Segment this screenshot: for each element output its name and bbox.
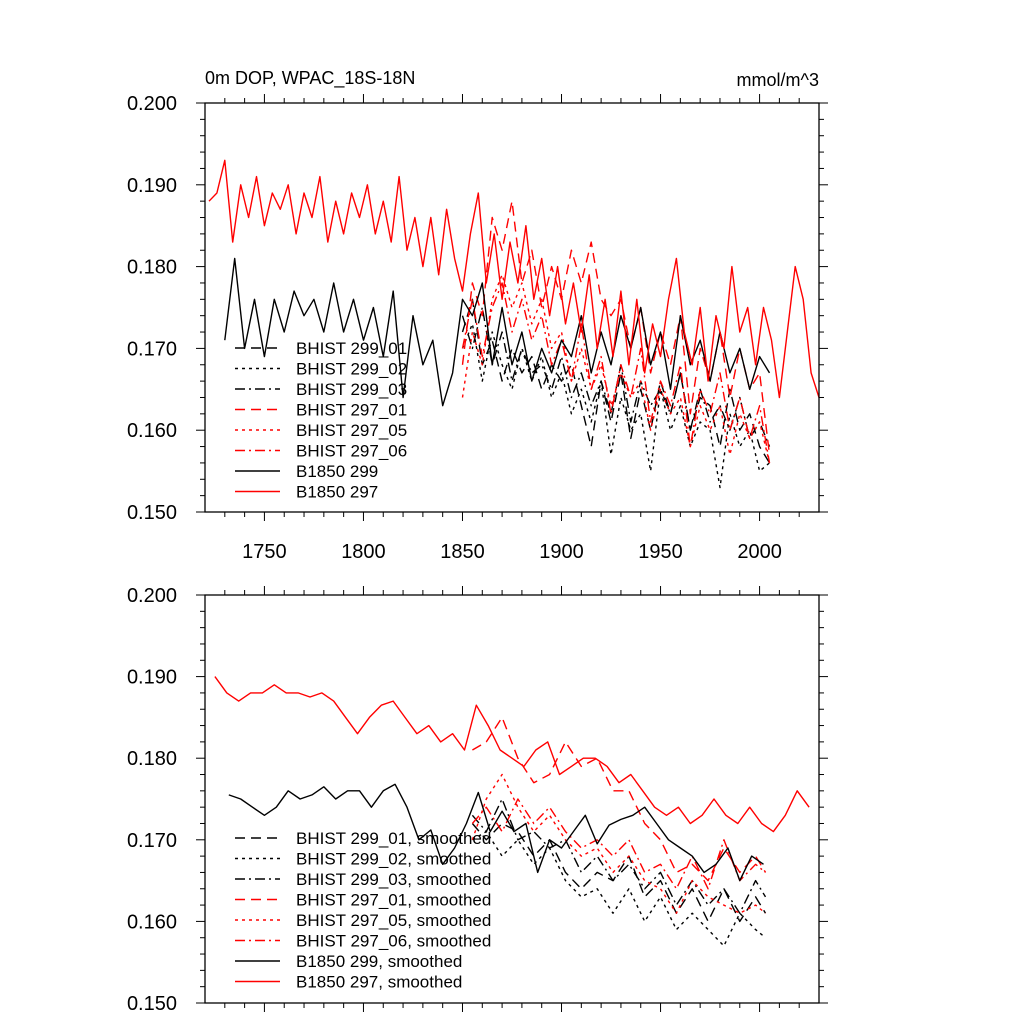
y-tick-label: 0.150	[127, 502, 177, 524]
chart-title: 0m DOP, WPAC_18S-18N	[205, 68, 415, 89]
legend-label: BHIST 297_01	[296, 401, 407, 420]
plot-frame	[204, 102, 820, 513]
legend-label: B1850 297	[296, 483, 378, 502]
top-panel: 1750 1800 1850 1900 1950 2000 0.150 0.160 0.170 0…	[127, 93, 828, 563]
y-tick-label: 0.160	[127, 420, 177, 442]
series-line-bottom-1	[472, 830, 766, 947]
x-tick-label: 1900	[539, 541, 584, 563]
series-line-top-6	[224, 257, 771, 407]
series-line-bottom-4	[471, 773, 766, 914]
y-tick-label: 0.150	[127, 993, 177, 1015]
legend-label: BHIST 297_06	[296, 442, 407, 461]
series-line-top-5	[461, 282, 771, 464]
y-tick-label: 0.160	[127, 911, 177, 933]
legend-label: BHIST 299_03	[296, 380, 407, 399]
units-label: mmol/m^3	[737, 70, 819, 90]
y-tick-label: 0.170	[127, 830, 177, 852]
legend-label: BHIST 299_01	[296, 339, 407, 358]
legend-label: B1850 299	[296, 462, 378, 481]
legend-label: BHIST 299_02, smoothed	[296, 850, 491, 869]
series-line-bottom-7	[214, 676, 810, 833]
legend-label: BHIST 299_03, smoothed	[296, 870, 491, 889]
legend-label: BHIST 297_05	[296, 421, 407, 440]
legend-label: BHIST 297_01, smoothed	[296, 891, 491, 910]
y-tick-label: 0.190	[127, 175, 177, 197]
series-line-top-0	[461, 298, 771, 464]
series-line-bottom-6	[228, 783, 764, 882]
plot-frame	[204, 594, 820, 1004]
bottom-panel: 0.150 0.160 0.170 0.180 0.190 0.200 BHIST 299_…	[127, 585, 828, 1015]
x-tick-label: 2000	[737, 541, 782, 563]
series-line-bottom-2	[471, 798, 767, 914]
series-line-bottom-3	[472, 716, 767, 882]
x-tick-label: 1750	[242, 541, 287, 563]
series-line-top-7	[208, 159, 820, 399]
y-tick-label: 0.190	[127, 667, 177, 689]
y-tick-label: 0.200	[127, 93, 177, 115]
series-line-top-4	[461, 274, 771, 464]
y-tick-label: 0.180	[127, 748, 177, 770]
legend-label: BHIST 299_01, smoothed	[296, 829, 491, 848]
y-tick-label: 0.180	[127, 257, 177, 279]
legend-label: B1850 297, smoothed	[296, 973, 462, 992]
series-line-bottom-5	[471, 798, 766, 890]
x-tick-label: 1850	[440, 541, 485, 563]
y-tick-label: 0.200	[127, 585, 177, 607]
legend-label: BHIST 297_06, smoothed	[296, 932, 491, 951]
legend-label: BHIST 297_05, smoothed	[296, 911, 491, 930]
series-line-bottom-0	[471, 822, 767, 923]
y-tick-label: 0.170	[127, 338, 177, 360]
x-tick-label: 1800	[341, 541, 386, 563]
x-tick-label: 1950	[638, 541, 683, 563]
legend-label: B1850 299, smoothed	[296, 952, 462, 971]
legend-label: BHIST 299_02	[296, 360, 407, 379]
